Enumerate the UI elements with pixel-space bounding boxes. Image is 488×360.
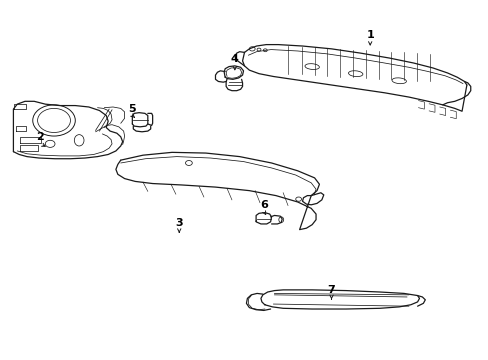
Text: 5: 5 [128,104,136,114]
Text: 4: 4 [230,54,238,64]
Text: 2: 2 [37,132,44,143]
Text: 3: 3 [175,217,183,228]
Text: 7: 7 [327,285,335,295]
Text: 1: 1 [366,30,373,40]
Text: 6: 6 [259,200,267,210]
